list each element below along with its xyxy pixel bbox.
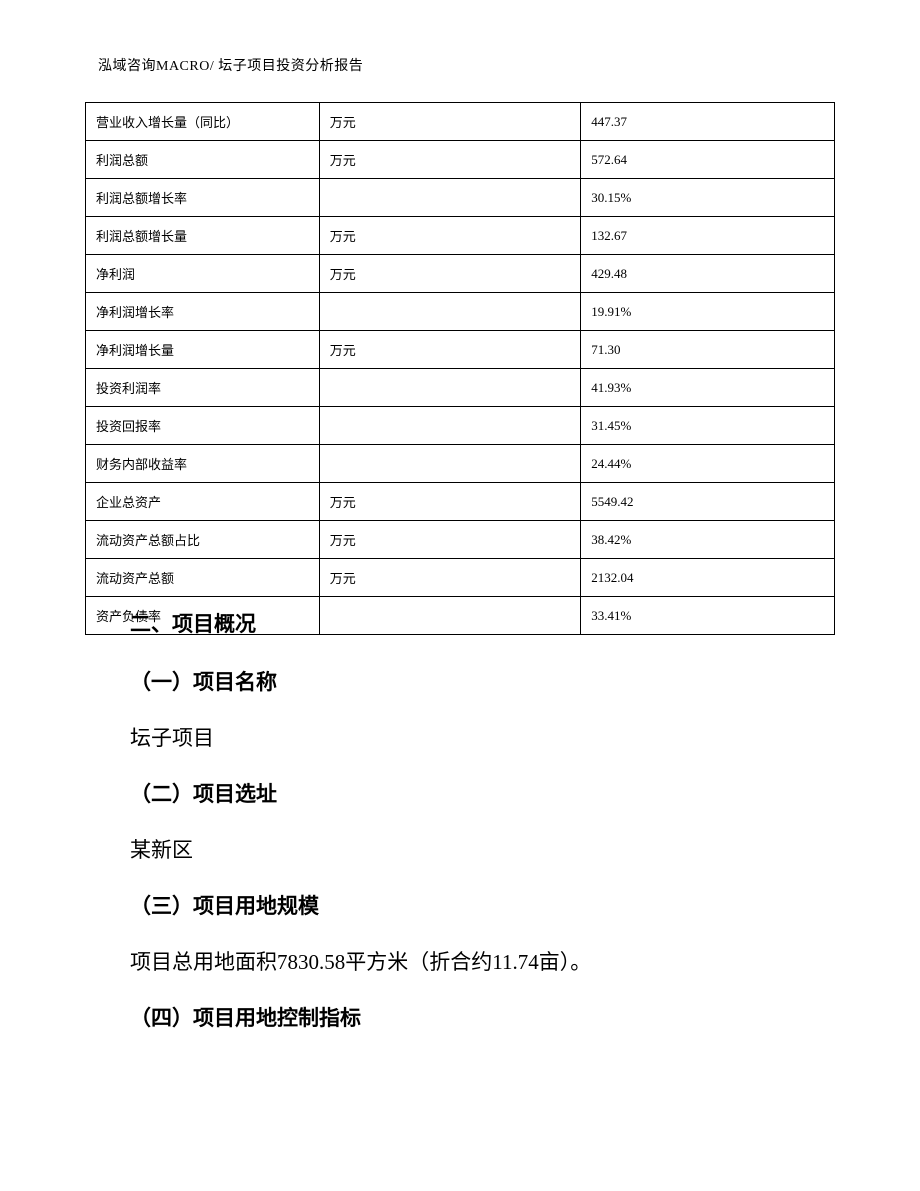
metric-value: 38.42% [581, 521, 835, 559]
subsection-heading-4: （四）项目用地控制指标 [130, 1002, 810, 1032]
page-header: 泓域咨询MACRO/ 坛子项目投资分析报告 [98, 55, 363, 75]
metric-value: 19.91% [581, 293, 835, 331]
metric-value: 572.64 [581, 141, 835, 179]
table-row: 投资利润率 41.93% [86, 369, 835, 407]
metric-unit: 万元 [319, 255, 581, 293]
metric-value: 2132.04 [581, 559, 835, 597]
metric-label: 净利润增长量 [86, 331, 320, 369]
metric-value: 30.15% [581, 179, 835, 217]
metric-value: 41.93% [581, 369, 835, 407]
metric-label: 财务内部收益率 [86, 445, 320, 483]
metric-unit: 万元 [319, 103, 581, 141]
metric-label: 流动资产总额 [86, 559, 320, 597]
table-row: 净利润万元429.48 [86, 255, 835, 293]
metric-unit: 万元 [319, 141, 581, 179]
metric-value: 429.48 [581, 255, 835, 293]
header-text: 泓域咨询MACRO/ 坛子项目投资分析报告 [98, 59, 363, 74]
metric-value: 71.30 [581, 331, 835, 369]
metric-label: 投资回报率 [86, 407, 320, 445]
table-row: 净利润增长率 19.91% [86, 293, 835, 331]
metric-label: 流动资产总额占比 [86, 521, 320, 559]
metric-label: 利润总额增长量 [86, 217, 320, 255]
table-row: 净利润增长量万元71.30 [86, 331, 835, 369]
table-row: 投资回报率 31.45% [86, 407, 835, 445]
metric-unit: 万元 [319, 483, 581, 521]
metric-unit: 万元 [319, 521, 581, 559]
project-location-text: 某新区 [130, 834, 810, 864]
metric-unit [319, 445, 581, 483]
table-row: 流动资产总额万元2132.04 [86, 559, 835, 597]
table-row: 财务内部收益率 24.44% [86, 445, 835, 483]
metric-label: 企业总资产 [86, 483, 320, 521]
metric-label: 营业收入增长量（同比） [86, 103, 320, 141]
subsection-heading-3: （三）项目用地规模 [130, 890, 810, 920]
metric-unit [319, 179, 581, 217]
land-area-text: 项目总用地面积7830.58平方米（折合约11.74亩）。 [130, 946, 810, 976]
metric-value: 447.37 [581, 103, 835, 141]
table-row: 营业收入增长量（同比）万元447.37 [86, 103, 835, 141]
metric-unit: 万元 [319, 217, 581, 255]
table-row: 企业总资产万元5549.42 [86, 483, 835, 521]
metric-value: 31.45% [581, 407, 835, 445]
table-row: 利润总额万元572.64 [86, 141, 835, 179]
metric-unit [319, 293, 581, 331]
metric-unit [319, 407, 581, 445]
metric-label: 利润总额 [86, 141, 320, 179]
financial-table: 营业收入增长量（同比）万元447.37利润总额万元572.64利润总额增长率30… [85, 102, 835, 635]
metric-value: 132.67 [581, 217, 835, 255]
table-row: 利润总额增长率 30.15% [86, 179, 835, 217]
metric-unit: 万元 [319, 559, 581, 597]
metric-unit [319, 369, 581, 407]
financial-table-container: 营业收入增长量（同比）万元447.37利润总额万元572.64利润总额增长率30… [85, 102, 835, 635]
subsection-heading-1: （一）项目名称 [130, 666, 810, 696]
metric-label: 投资利润率 [86, 369, 320, 407]
subsection-heading-2: （二）项目选址 [130, 778, 810, 808]
section-heading-2: 二、项目概况 [130, 608, 810, 638]
table-row: 流动资产总额占比万元38.42% [86, 521, 835, 559]
metric-unit: 万元 [319, 331, 581, 369]
metric-value: 5549.42 [581, 483, 835, 521]
metric-value: 24.44% [581, 445, 835, 483]
metric-label: 净利润增长率 [86, 293, 320, 331]
metric-label: 净利润 [86, 255, 320, 293]
metric-label: 利润总额增长率 [86, 179, 320, 217]
document-content: 二、项目概况 （一）项目名称 坛子项目 （二）项目选址 某新区 （三）项目用地规… [130, 608, 810, 1058]
project-name-text: 坛子项目 [130, 722, 810, 752]
table-row: 利润总额增长量万元132.67 [86, 217, 835, 255]
